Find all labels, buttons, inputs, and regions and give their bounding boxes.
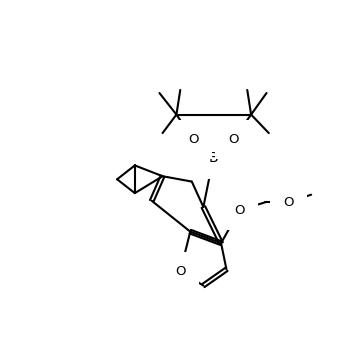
Text: O: O xyxy=(283,196,293,209)
Text: O: O xyxy=(175,265,186,278)
Text: O: O xyxy=(228,133,238,146)
Text: B: B xyxy=(208,151,218,165)
Text: O: O xyxy=(234,204,245,217)
Text: O: O xyxy=(188,133,198,146)
